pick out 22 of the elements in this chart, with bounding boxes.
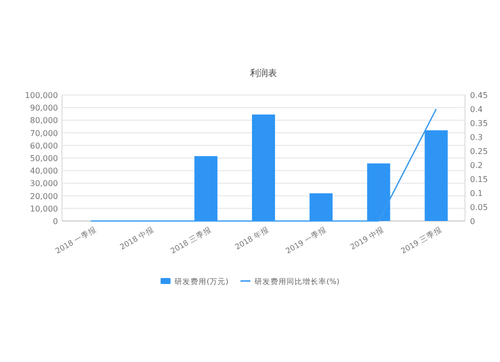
y-tick-label: 40,000	[30, 166, 58, 176]
y-tick-label: 10,000	[30, 204, 58, 214]
y2-tick-label: 0.3	[470, 133, 483, 142]
y-tick-label: 20,000	[30, 192, 58, 201]
y2-tick-label: 0.2	[470, 161, 483, 170]
y2-tick-label: 0.4	[470, 105, 483, 114]
chart-title: 利润表	[250, 68, 277, 79]
y2-tick-label: 0.25	[470, 147, 488, 156]
y-tick-label: 60,000	[30, 141, 58, 150]
y-tick-label: 80,000	[30, 116, 58, 126]
y2-tick-label: 0.35	[470, 119, 488, 128]
y2-tick-label: 0.15	[470, 175, 488, 184]
y2-tick-label: 0	[470, 217, 476, 226]
y-tick-label: 100,000	[24, 91, 58, 100]
y-tick-label: 50,000	[30, 154, 58, 163]
y2-tick-label: 0.05	[470, 203, 488, 212]
y2-tick-label: 0.1	[470, 189, 483, 198]
y2-tick-label: 0.45	[470, 91, 488, 100]
y-tick-label: 0	[52, 217, 58, 226]
y-tick-label: 90,000	[30, 104, 58, 113]
y-tick-label: 30,000	[30, 179, 58, 188]
y-tick-label: 70,000	[30, 128, 58, 138]
